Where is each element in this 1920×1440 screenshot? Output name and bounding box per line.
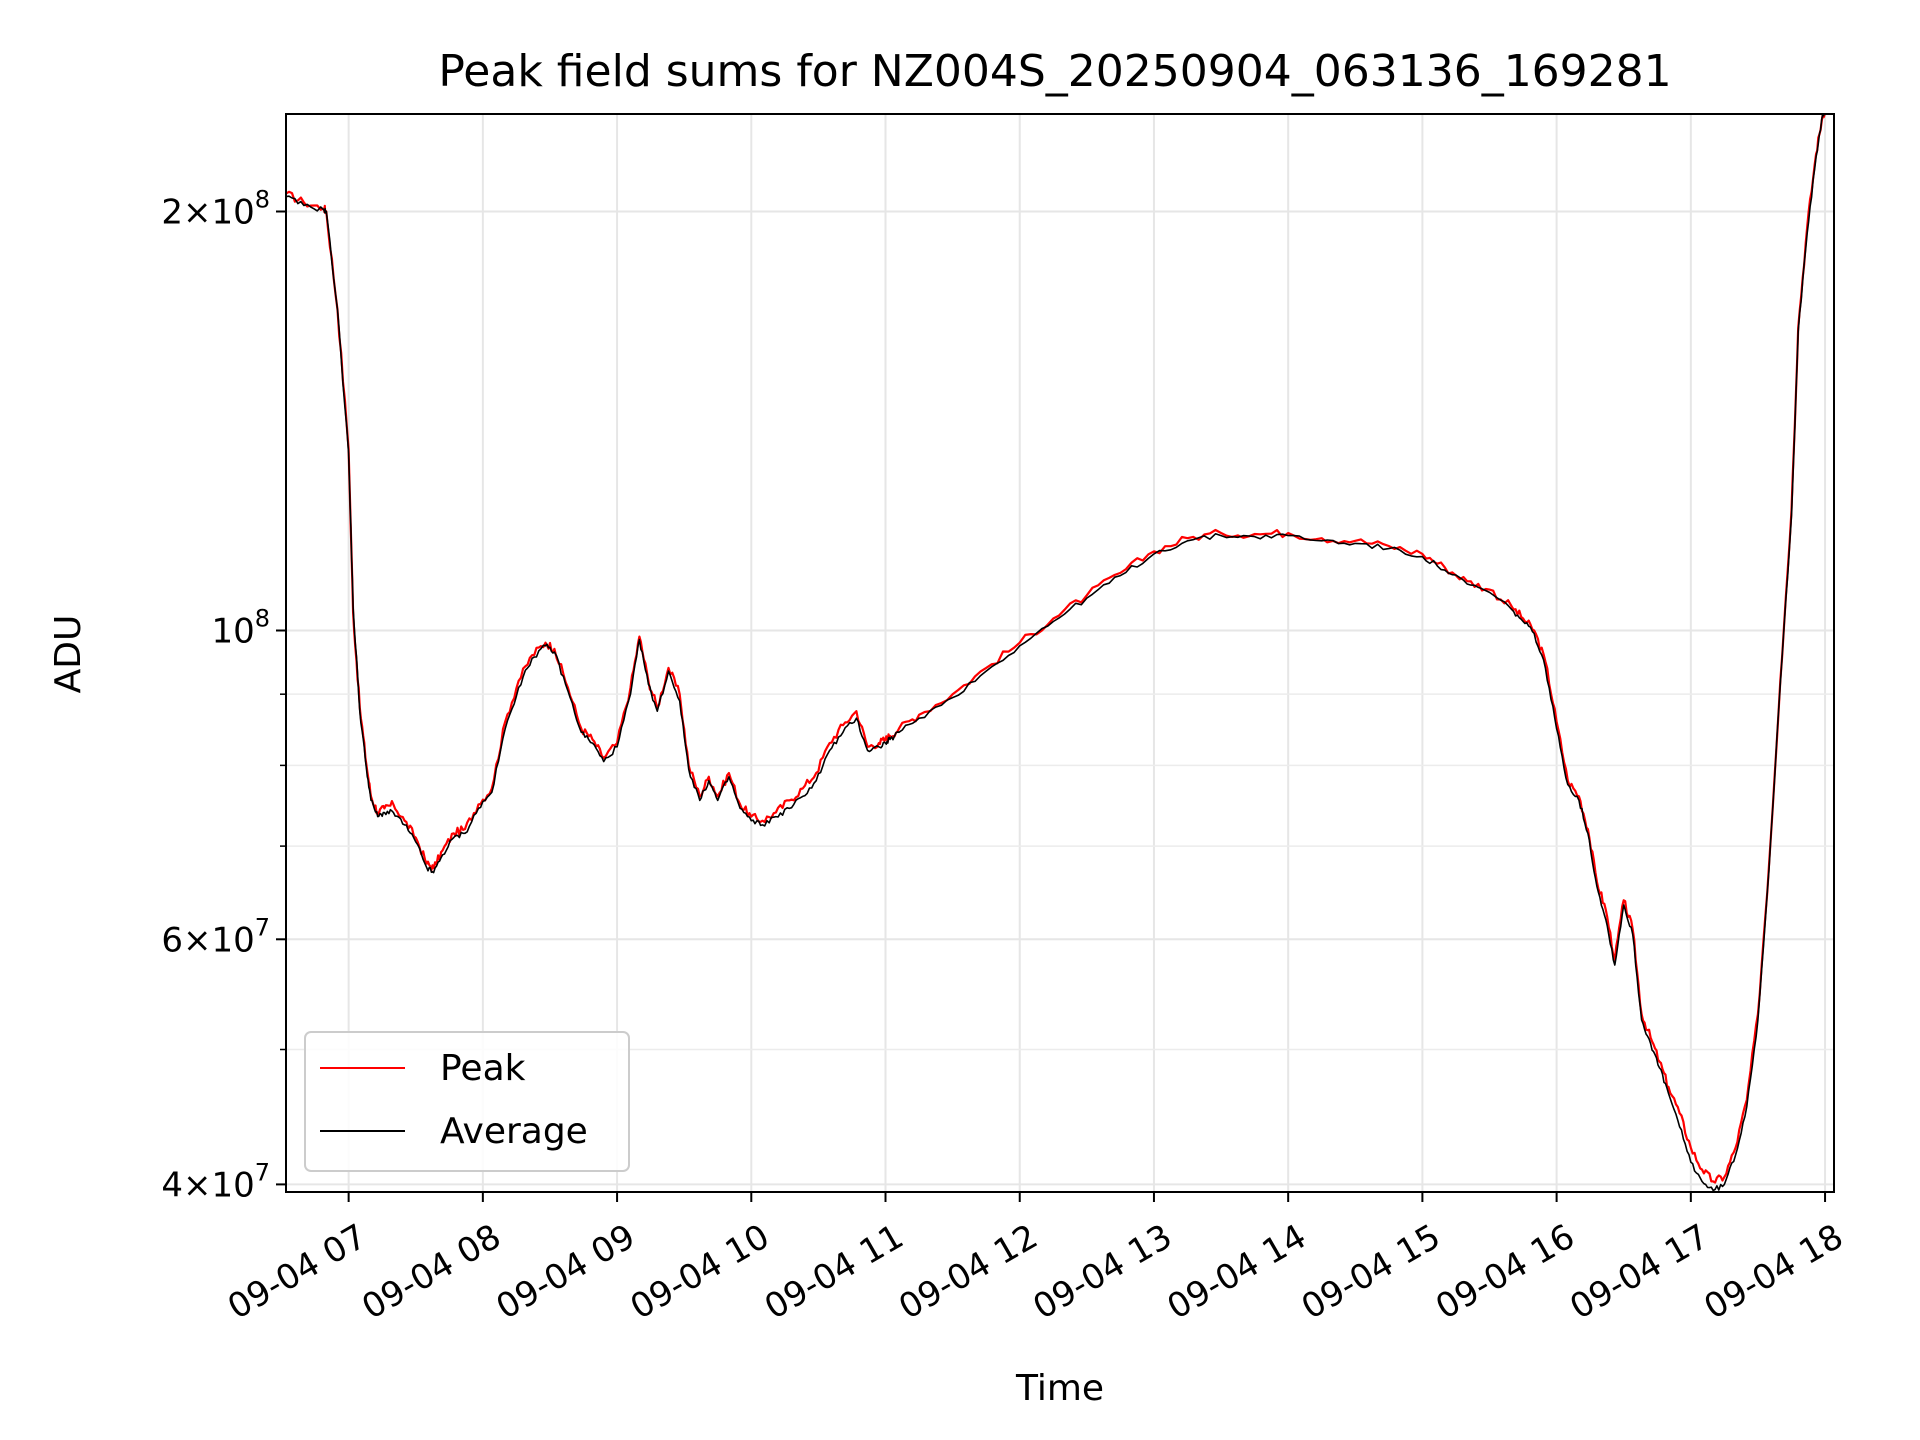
x-tick-label: 09-04 17 xyxy=(1563,1217,1715,1328)
x-tick-label: 09-04 10 xyxy=(624,1217,776,1328)
x-tick-label: 09-04 11 xyxy=(758,1217,910,1328)
x-tick-label: 09-04 15 xyxy=(1295,1217,1447,1328)
legend-label-average: Average xyxy=(440,1111,588,1152)
x-tick-label: 09-04 18 xyxy=(1698,1217,1850,1328)
x-tick-label: 09-04 14 xyxy=(1161,1217,1313,1328)
x-tick-label: 09-04 07 xyxy=(221,1217,373,1328)
plot-frame xyxy=(285,113,1835,1193)
y-axis: 4×107 6×107 108 2×108 xyxy=(161,185,286,1205)
y-axis-title: ADU xyxy=(48,615,89,694)
x-tick-label: 09-04 13 xyxy=(1026,1217,1178,1328)
legend-label-peak: Peak xyxy=(440,1048,526,1089)
legend-box xyxy=(304,1031,630,1172)
y-tick-label: 2×108 xyxy=(161,185,270,232)
x-tick-label: 09-04 16 xyxy=(1429,1217,1581,1328)
y-tick-label: 4×107 xyxy=(161,1158,270,1205)
legend: Peak Average xyxy=(304,1031,630,1172)
series-line-peak xyxy=(286,114,1826,1184)
x-tick-label: 09-04 08 xyxy=(355,1217,507,1328)
x-tick-label: 09-04 09 xyxy=(490,1217,642,1328)
chart-title: Peak field sums for NZ004S_20250904_0631… xyxy=(438,46,1671,97)
y-tick-label: 108 xyxy=(211,604,270,651)
grid xyxy=(286,114,1834,1192)
y-tick-label: 6×107 xyxy=(161,913,270,960)
x-tick-label: 09-04 12 xyxy=(892,1217,1044,1328)
series-line-average xyxy=(286,114,1825,1192)
x-axis-title: Time xyxy=(1015,1368,1104,1409)
plot-series-area xyxy=(286,114,1826,1192)
